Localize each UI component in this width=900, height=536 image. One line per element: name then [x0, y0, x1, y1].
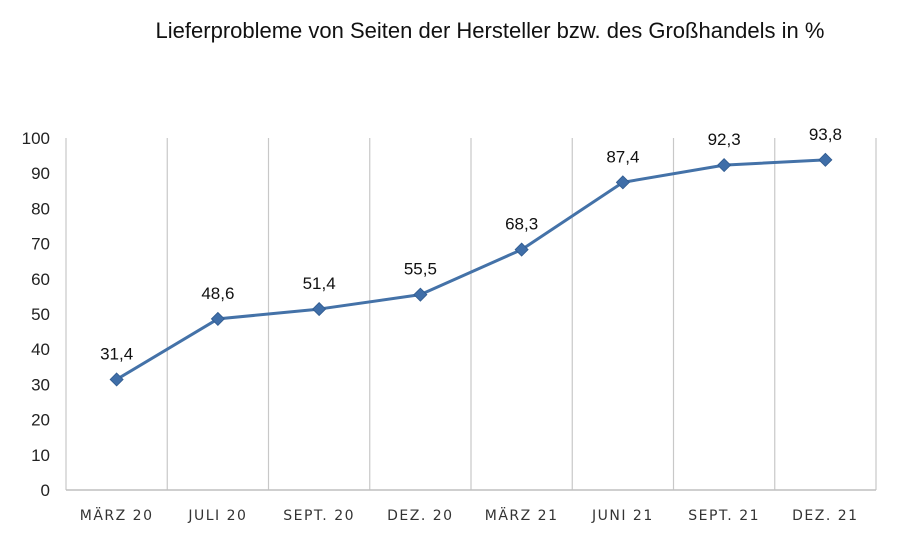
y-tick-label: 10: [31, 446, 50, 465]
x-tick-label: DEZ. 21: [792, 508, 858, 524]
y-tick-label: 50: [31, 305, 50, 324]
data-point-marker: [514, 242, 529, 257]
x-tick-label: DEZ. 20: [387, 508, 453, 524]
x-tick-label: MÄRZ 20: [80, 506, 154, 524]
series-line: [115, 158, 826, 381]
data-point-marker: [210, 311, 225, 326]
data-label: 55,5: [404, 260, 437, 279]
data-label: 31,4: [100, 344, 133, 363]
y-tick-label: 20: [31, 411, 50, 430]
x-tick-label: JULI 20: [187, 508, 247, 524]
data-label: 48,6: [201, 284, 234, 303]
y-tick-label: 40: [31, 340, 50, 359]
y-tick-label: 30: [31, 375, 50, 394]
data-point-marker: [109, 372, 124, 387]
x-tick-label: JUNI 21: [591, 508, 654, 524]
data-point-marker: [312, 302, 327, 317]
data-label: 51,4: [303, 274, 336, 293]
data-label: 68,3: [505, 215, 538, 234]
data-point-marker: [818, 152, 833, 167]
data-point-marker: [717, 158, 732, 173]
y-tick-label: 80: [31, 199, 50, 218]
data-label: 92,3: [708, 130, 741, 149]
y-tick-label: 90: [31, 164, 50, 183]
chart-title: Lieferprobleme von Seiten der Hersteller…: [155, 18, 825, 43]
data-label: 93,8: [809, 125, 842, 144]
x-tick-label: SEPT. 21: [688, 508, 760, 524]
y-tick-label: 60: [31, 270, 50, 289]
y-tick-label: 0: [41, 481, 50, 500]
data-label: 87,4: [606, 147, 639, 166]
data-point-marker: [413, 287, 428, 302]
y-tick-label: 100: [22, 129, 50, 148]
y-tick-label: 70: [31, 235, 50, 254]
x-tick-label: MÄRZ 21: [485, 506, 559, 524]
data-point-marker: [615, 175, 630, 190]
x-tick-label: SEPT. 20: [283, 508, 355, 524]
